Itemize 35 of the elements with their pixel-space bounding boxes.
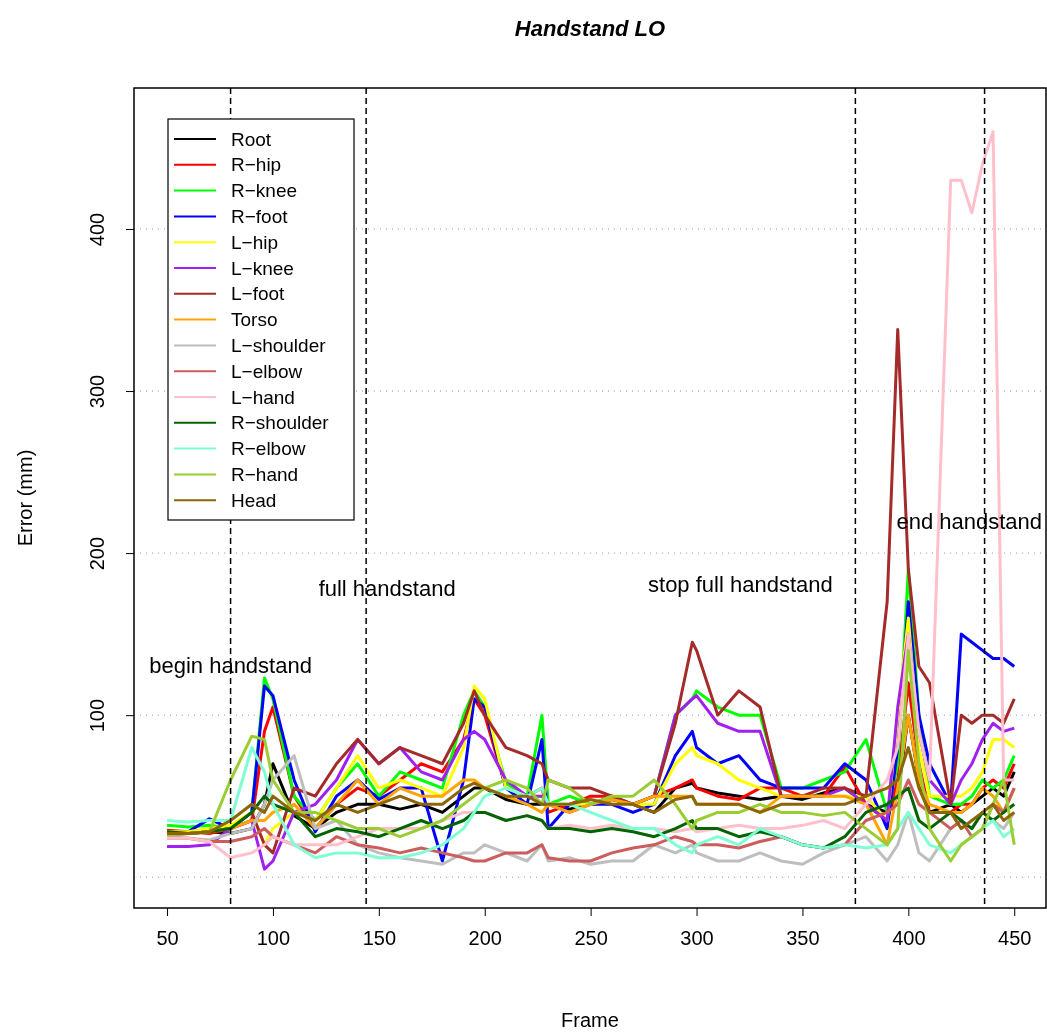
x-tick-label: 100 (256, 927, 291, 949)
y-tick-label: 200 (86, 536, 108, 571)
x-tick-label: 200 (468, 927, 502, 949)
legend-label: L−knee (231, 257, 294, 279)
legend-label: R−elbow (231, 438, 306, 460)
x-tick-label: 250 (574, 927, 608, 949)
y-tick-label: 400 (86, 212, 108, 247)
y-axis-title: Error (mm) (14, 449, 36, 547)
x-tick-label: 150 (362, 927, 397, 949)
y-tick-label: 100 (86, 698, 108, 733)
x-tick-label: 400 (892, 927, 926, 949)
x-tick-label: 300 (680, 927, 714, 949)
x-tick-label: 450 (998, 927, 1032, 949)
legend-label: R−foot (231, 206, 289, 228)
y-tick-label: 300 (86, 374, 108, 409)
legend-label: R−shoulder (231, 412, 330, 434)
ref-line-label: full handstand (318, 575, 456, 601)
legend-label: Root (231, 128, 272, 150)
legend-label: L−hand (231, 386, 295, 408)
legend-label: R−knee (231, 180, 298, 202)
legend-label: L−hip (231, 231, 279, 253)
x-tick-label: 350 (786, 927, 820, 949)
line-series (165, 746, 1016, 835)
ref-line-label: stop full handstand (648, 571, 833, 597)
ref-line-label: begin handstand (149, 652, 312, 678)
legend-label: Head (231, 489, 277, 511)
legend-label: L−foot (231, 283, 286, 305)
x-tick-label: 50 (156, 927, 179, 949)
legend-label: R−hand (231, 464, 299, 486)
legend-label: L−elbow (231, 360, 303, 382)
legend-label: Torso (231, 309, 278, 331)
chart-title: Handstand LO (514, 16, 666, 41)
legend-label: L−shoulder (231, 335, 327, 357)
legend-label: R−hip (231, 154, 282, 176)
x-axis-title: Frame (561, 1009, 619, 1031)
